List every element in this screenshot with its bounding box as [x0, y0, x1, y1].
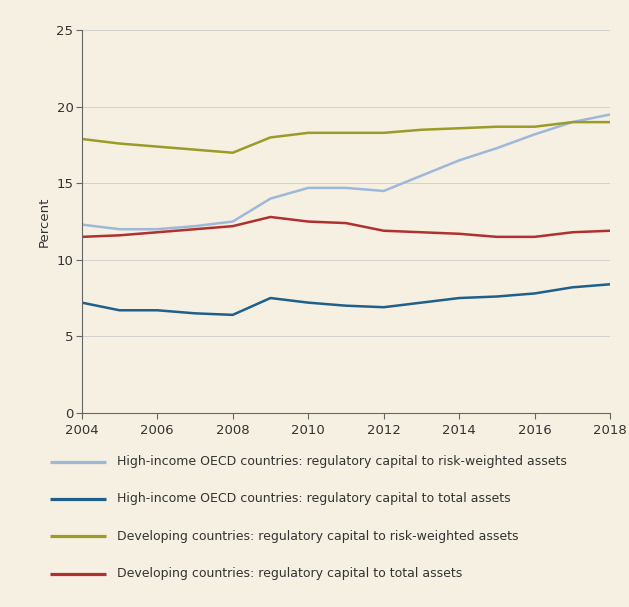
Developing countries: regulatory capital to risk-weighted assets: (2.01e+03, 17.4): regulatory capital to risk-weighted asse… — [153, 143, 161, 151]
Developing countries: regulatory capital to risk-weighted assets: (2.01e+03, 18): regulatory capital to risk-weighted asse… — [267, 134, 274, 141]
High-income OECD countries: regulatory capital to risk-weighted assets: (2.01e+03, 12.2): regulatory capital to risk-weighted asse… — [191, 223, 199, 230]
Developing countries: regulatory capital to risk-weighted assets: (2.02e+03, 19): regulatory capital to risk-weighted asse… — [569, 118, 576, 126]
Line: Developing countries: regulatory capital to risk-weighted assets: Developing countries: regulatory capital… — [82, 122, 610, 153]
Developing countries: regulatory capital to risk-weighted assets: (2.02e+03, 18.7): regulatory capital to risk-weighted asse… — [493, 123, 501, 131]
High-income OECD countries: regulatory capital to risk-weighted assets: (2.02e+03, 19): regulatory capital to risk-weighted asse… — [569, 118, 576, 126]
High-income OECD countries: regulatory capital to risk-weighted assets: (2e+03, 12.3): regulatory capital to risk-weighted asse… — [78, 221, 86, 228]
High-income OECD countries: regulatory capital to total assets: (2.01e+03, 7.2): regulatory capital to total assets: (2.0… — [304, 299, 312, 307]
High-income OECD countries: regulatory capital to total assets: (2.01e+03, 6.4): regulatory capital to total assets: (2.0… — [229, 311, 237, 319]
Developing countries: regulatory capital to risk-weighted assets: (2e+03, 17.9): regulatory capital to risk-weighted asse… — [78, 135, 86, 143]
High-income OECD countries: regulatory capital to total assets: (2.02e+03, 7.8): regulatory capital to total assets: (2.0… — [531, 290, 538, 297]
High-income OECD countries: regulatory capital to total assets: (2.02e+03, 8.4): regulatory capital to total assets: (2.0… — [606, 280, 614, 288]
Developing countries: regulatory capital to total assets: (2.01e+03, 12): regulatory capital to total assets: (2.0… — [191, 226, 199, 233]
High-income OECD countries: regulatory capital to total assets: (2.01e+03, 6.5): regulatory capital to total assets: (2.0… — [191, 310, 199, 317]
High-income OECD countries: regulatory capital to risk-weighted assets: (2.01e+03, 14): regulatory capital to risk-weighted asse… — [267, 195, 274, 202]
Developing countries: regulatory capital to total assets: (2e+03, 11.5): regulatory capital to total assets: (2e+… — [78, 233, 86, 240]
Developing countries: regulatory capital to total assets: (2.01e+03, 11.7): regulatory capital to total assets: (2.0… — [455, 230, 463, 237]
Developing countries: regulatory capital to risk-weighted assets: (2.01e+03, 18.3): regulatory capital to risk-weighted asse… — [380, 129, 387, 137]
High-income OECD countries: regulatory capital to risk-weighted assets: (2.02e+03, 17.3): regulatory capital to risk-weighted asse… — [493, 144, 501, 152]
Developing countries: regulatory capital to total assets: (2.01e+03, 11.8): regulatory capital to total assets: (2.0… — [418, 229, 425, 236]
Developing countries: regulatory capital to total assets: (2.01e+03, 11.8): regulatory capital to total assets: (2.0… — [153, 229, 161, 236]
High-income OECD countries: regulatory capital to risk-weighted assets: (2.01e+03, 14.5): regulatory capital to risk-weighted asse… — [380, 188, 387, 195]
High-income OECD countries: regulatory capital to total assets: (2.01e+03, 6.7): regulatory capital to total assets: (2.0… — [153, 307, 161, 314]
Developing countries: regulatory capital to risk-weighted assets: (2.01e+03, 18.5): regulatory capital to risk-weighted asse… — [418, 126, 425, 134]
High-income OECD countries: regulatory capital to total assets: (2.02e+03, 7.6): regulatory capital to total assets: (2.0… — [493, 293, 501, 300]
Text: High-income OECD countries: regulatory capital to total assets: High-income OECD countries: regulatory c… — [117, 492, 510, 506]
Developing countries: regulatory capital to risk-weighted assets: (2.02e+03, 19): regulatory capital to risk-weighted asse… — [606, 118, 614, 126]
High-income OECD countries: regulatory capital to total assets: (2e+03, 7.2): regulatory capital to total assets: (2e+… — [78, 299, 86, 307]
Developing countries: regulatory capital to risk-weighted assets: (2.01e+03, 17): regulatory capital to risk-weighted asse… — [229, 149, 237, 157]
Developing countries: regulatory capital to total assets: (2.02e+03, 11.8): regulatory capital to total assets: (2.0… — [569, 229, 576, 236]
Line: High-income OECD countries: regulatory capital to risk-weighted assets: High-income OECD countries: regulatory c… — [82, 115, 610, 229]
Developing countries: regulatory capital to total assets: (2.01e+03, 11.9): regulatory capital to total assets: (2.0… — [380, 227, 387, 234]
Text: High-income OECD countries: regulatory capital to risk-weighted assets: High-income OECD countries: regulatory c… — [117, 455, 567, 468]
Developing countries: regulatory capital to total assets: (2.02e+03, 11.5): regulatory capital to total assets: (2.0… — [531, 233, 538, 240]
High-income OECD countries: regulatory capital to risk-weighted assets: (2e+03, 12): regulatory capital to risk-weighted asse… — [116, 226, 123, 233]
Developing countries: regulatory capital to risk-weighted assets: (2.01e+03, 18.3): regulatory capital to risk-weighted asse… — [342, 129, 350, 137]
High-income OECD countries: regulatory capital to total assets: (2.01e+03, 7): regulatory capital to total assets: (2.0… — [342, 302, 350, 310]
Developing countries: regulatory capital to total assets: (2.01e+03, 12.2): regulatory capital to total assets: (2.0… — [229, 223, 237, 230]
High-income OECD countries: regulatory capital to risk-weighted assets: (2.01e+03, 12.5): regulatory capital to risk-weighted asse… — [229, 218, 237, 225]
High-income OECD countries: regulatory capital to risk-weighted assets: (2.01e+03, 14.7): regulatory capital to risk-weighted asse… — [342, 185, 350, 192]
High-income OECD countries: regulatory capital to total assets: (2.01e+03, 6.9): regulatory capital to total assets: (2.0… — [380, 304, 387, 311]
Text: Developing countries: regulatory capital to total assets: Developing countries: regulatory capital… — [117, 567, 462, 580]
High-income OECD countries: regulatory capital to risk-weighted assets: (2.01e+03, 15.5): regulatory capital to risk-weighted asse… — [418, 172, 425, 179]
Developing countries: regulatory capital to total assets: (2.02e+03, 11.5): regulatory capital to total assets: (2.0… — [493, 233, 501, 240]
Developing countries: regulatory capital to risk-weighted assets: (2.01e+03, 18.3): regulatory capital to risk-weighted asse… — [304, 129, 312, 137]
Y-axis label: Percent: Percent — [38, 197, 51, 246]
High-income OECD countries: regulatory capital to risk-weighted assets: (2.01e+03, 14.7): regulatory capital to risk-weighted asse… — [304, 185, 312, 192]
Developing countries: regulatory capital to risk-weighted assets: (2.01e+03, 18.6): regulatory capital to risk-weighted asse… — [455, 124, 463, 132]
Developing countries: regulatory capital to risk-weighted assets: (2.01e+03, 17.2): regulatory capital to risk-weighted asse… — [191, 146, 199, 154]
Line: High-income OECD countries: regulatory capital to total assets: High-income OECD countries: regulatory c… — [82, 284, 610, 315]
Developing countries: regulatory capital to risk-weighted assets: (2e+03, 17.6): regulatory capital to risk-weighted asse… — [116, 140, 123, 147]
Text: Developing countries: regulatory capital to risk-weighted assets: Developing countries: regulatory capital… — [117, 530, 518, 543]
Developing countries: regulatory capital to total assets: (2.01e+03, 12.5): regulatory capital to total assets: (2.0… — [304, 218, 312, 225]
High-income OECD countries: regulatory capital to risk-weighted assets: (2.02e+03, 19.5): regulatory capital to risk-weighted asse… — [606, 111, 614, 118]
Line: Developing countries: regulatory capital to total assets: Developing countries: regulatory capital… — [82, 217, 610, 237]
High-income OECD countries: regulatory capital to total assets: (2.01e+03, 7.5): regulatory capital to total assets: (2.0… — [455, 294, 463, 302]
Developing countries: regulatory capital to risk-weighted assets: (2.02e+03, 18.7): regulatory capital to risk-weighted asse… — [531, 123, 538, 131]
High-income OECD countries: regulatory capital to risk-weighted assets: (2.02e+03, 18.2): regulatory capital to risk-weighted asse… — [531, 131, 538, 138]
High-income OECD countries: regulatory capital to total assets: (2.02e+03, 8.2): regulatory capital to total assets: (2.0… — [569, 283, 576, 291]
High-income OECD countries: regulatory capital to total assets: (2.01e+03, 7.2): regulatory capital to total assets: (2.0… — [418, 299, 425, 307]
High-income OECD countries: regulatory capital to risk-weighted assets: (2.01e+03, 12): regulatory capital to risk-weighted asse… — [153, 226, 161, 233]
Developing countries: regulatory capital to total assets: (2e+03, 11.6): regulatory capital to total assets: (2e+… — [116, 232, 123, 239]
High-income OECD countries: regulatory capital to total assets: (2.01e+03, 7.5): regulatory capital to total assets: (2.0… — [267, 294, 274, 302]
High-income OECD countries: regulatory capital to risk-weighted assets: (2.01e+03, 16.5): regulatory capital to risk-weighted asse… — [455, 157, 463, 164]
Developing countries: regulatory capital to total assets: (2.01e+03, 12.4): regulatory capital to total assets: (2.0… — [342, 220, 350, 227]
Developing countries: regulatory capital to total assets: (2.01e+03, 12.8): regulatory capital to total assets: (2.0… — [267, 213, 274, 220]
Developing countries: regulatory capital to total assets: (2.02e+03, 11.9): regulatory capital to total assets: (2.0… — [606, 227, 614, 234]
High-income OECD countries: regulatory capital to total assets: (2e+03, 6.7): regulatory capital to total assets: (2e+… — [116, 307, 123, 314]
